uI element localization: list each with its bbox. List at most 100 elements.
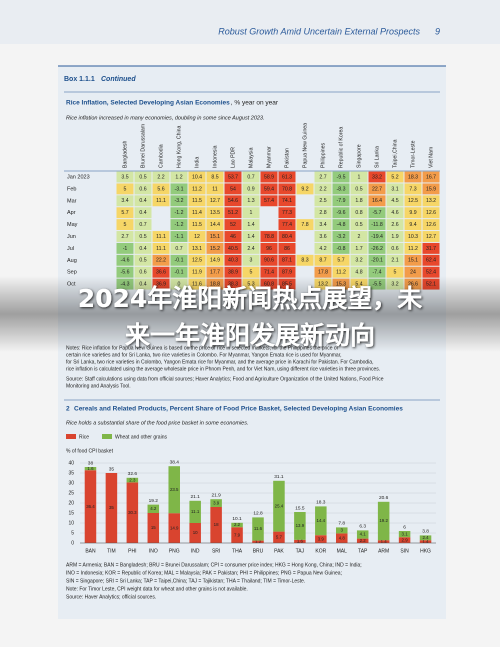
column-header: Lao PDR [230,147,236,168]
cell-color [206,183,224,195]
cell-color [260,171,278,183]
cell-value: -20.1 [371,258,383,264]
cell-color [368,266,386,278]
cell-value: 0.4 [139,210,146,216]
cell-value: 9.4 [409,222,416,228]
cell-color [314,254,332,266]
cell-color [242,207,260,219]
cell-value: 0.9 [247,186,254,192]
cell-value: 96 [266,246,272,252]
cell-color [152,195,170,207]
cell-value: 24 [410,270,416,276]
cell-value: 5 [394,270,397,276]
cell-value: 33.2 [372,174,382,180]
column-header: Singapore [356,144,362,168]
cell-value: -1 [123,246,128,252]
cell-color [314,195,332,207]
cell-color [224,183,242,195]
cell-value: -3.1 [175,186,184,192]
column-header: Cambodia [158,144,164,168]
cell-color [134,183,152,195]
y-tick-label: 5 [71,530,74,536]
cell-color [278,242,296,254]
cell-value: -26.2 [371,246,383,252]
segment-label: 4.1 [360,532,367,537]
running-title: Robust Growth Amid Uncertain External Pr… [218,26,420,36]
cell-value: 70.8 [282,186,292,192]
cell-color [206,231,224,242]
cell-value: 90.6 [264,258,274,264]
cell-value: 0.5 [355,222,362,228]
cell-color [386,195,404,207]
cell-color [278,231,296,242]
segment-label: 1.4 [422,539,429,544]
cell-color [350,195,368,207]
segment-label: 11.1 [191,509,200,514]
cell-value: 1.4 [247,222,254,228]
cell-color [206,219,224,231]
bar-segment [105,473,118,543]
bar-segment [419,540,432,543]
cell-color [332,231,350,242]
bar-segment [398,531,411,538]
cell-color [242,183,260,195]
cell-value: 0.5 [139,174,146,180]
cell-color [404,219,422,231]
cell-color [368,171,386,183]
bar-segment [147,504,160,513]
column-header: Sri Lanka [374,146,380,168]
cell-color [188,183,206,195]
cell-color [350,207,368,219]
cell-value: 12 [194,234,200,240]
cell-value: 12.6 [426,222,436,228]
cell-value: 15.1 [408,258,418,264]
row-label: Jan 2023 [67,174,90,180]
chart-subtitle: Rice holds a substantial share of the fo… [66,420,249,426]
cell-value: 0.6 [139,270,146,276]
bar-segment [336,527,348,534]
segment-label: 14.9 [170,525,179,530]
x-tick-label: PHI [128,548,136,554]
cell-value: -11.8 [371,222,383,228]
cell-value: 8.7 [319,258,326,264]
cell-value: 4.2 [319,246,326,252]
cell-value: 1 [250,210,253,216]
cell-color [134,254,152,266]
bar-segment [231,522,243,528]
column-header: Bangladesh [122,140,128,168]
cell-color [116,171,134,183]
cell-color [332,242,350,254]
overlay-band [0,276,500,352]
cell-value: 9.2 [301,186,308,192]
cell-color [332,183,350,195]
cell-value: 9.9 [409,210,416,216]
bar-segment [356,538,369,543]
cell-value: 22.7 [372,186,382,192]
cell-color [242,195,260,207]
cell-color [278,195,296,207]
segment-label: 13.9 [296,523,305,528]
cell-value: 5 [250,270,253,276]
cell-value: 2 [358,234,361,240]
cell-color [170,242,188,254]
cell-value: 12.7 [426,234,436,240]
cell-color [350,183,368,195]
segment-label: 18 [214,522,219,527]
cell-value: 12.5 [408,198,418,204]
cell-color [206,242,224,254]
cell-color [134,219,152,231]
cell-color [260,254,278,266]
segment-label: 2.2 [360,538,367,543]
column-header: Taipei,China [392,139,398,168]
bar-segment [189,523,201,543]
x-tick-label: TAP [358,548,368,554]
cell-color [350,254,368,266]
cell-value: 8.3 [301,258,308,264]
cell-color [422,171,440,183]
cell-color [314,171,332,183]
cell-color [134,242,152,254]
cell-color [422,242,440,254]
x-tick-label: MAL [337,548,348,554]
cell-color [278,171,296,183]
